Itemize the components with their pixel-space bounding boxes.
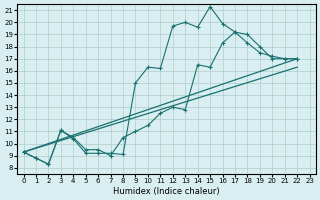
X-axis label: Humidex (Indice chaleur): Humidex (Indice chaleur): [113, 187, 220, 196]
